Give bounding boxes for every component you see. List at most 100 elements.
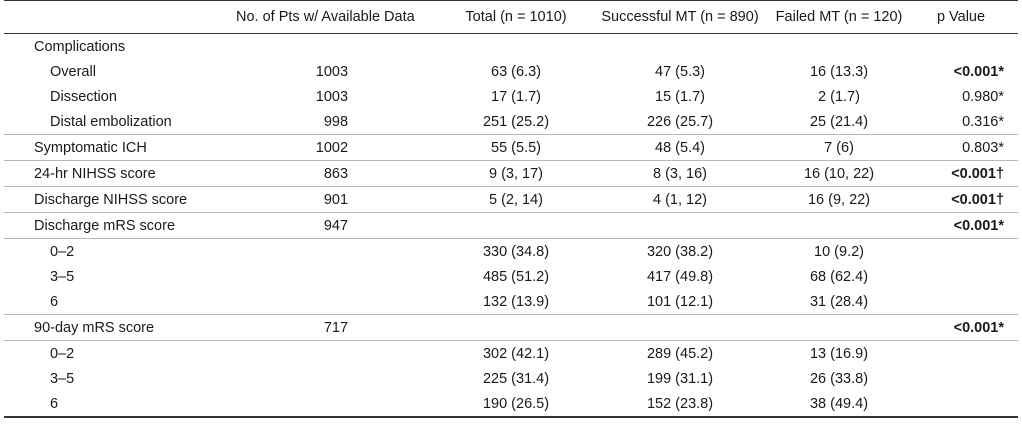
cell-total: 5 (2, 14) (489, 191, 544, 208)
row-label: 3–5 (50, 268, 75, 285)
cell-p-value (904, 341, 1018, 367)
cell-successful-mt: 4 (1, 12) (653, 191, 708, 208)
table-row: Discharge mRS score 947 <0.001* (4, 212, 1019, 239)
cell-p-value (904, 239, 1018, 265)
cell-available-data: 1003 (315, 63, 349, 80)
cell-p-value (904, 289, 1018, 315)
cell-failed-mt: 38 (49.4) (809, 395, 869, 412)
cell-available-data: 863 (323, 165, 349, 182)
cell-total (446, 34, 586, 60)
cell-successful-mt: 152 (23.8) (646, 395, 714, 412)
cell-successful-mt: 199 (31.1) (646, 370, 714, 387)
cell-failed-mt: 16 (10, 22) (803, 165, 875, 182)
row-label: Discharge NIHSS score (34, 191, 188, 208)
cell-p-value (904, 264, 1018, 289)
table-body: Complications Overall 1003 63 (6.3) 47 (5.3)… (4, 34, 1019, 417)
table-row: 0–2 330 (34.8) 320 (38.2) 10 (9.2) (4, 238, 1019, 265)
header-total: Total (n = 1010) (465, 9, 567, 25)
cell-failed-mt: 25 (21.4) (809, 113, 869, 130)
cell-p-value: 0.316* (962, 113, 1005, 130)
row-label: 0–2 (50, 345, 75, 362)
table-row: 6 132 (13.9) 101 (12.1) 31 (28.4) (4, 289, 1018, 315)
cell-successful-mt: 47 (5.3) (655, 63, 705, 80)
cell-available-data (236, 341, 446, 367)
row-label: Complications (34, 38, 126, 55)
cell-failed-mt (774, 34, 904, 60)
table-row: Symptomatic ICH 1002 55 (5.5) 48 (5.4) 7 (6)… (4, 134, 1019, 161)
row-label: Discharge mRS score (34, 217, 176, 234)
table-row: Discharge NIHSS score 901 5 (2, 14) 4 (1, 1… (4, 186, 1019, 213)
cell-successful-mt: 15 (1.7) (655, 88, 705, 105)
cell-failed-mt: 31 (28.4) (809, 293, 869, 310)
cell-p-value: <0.001* (953, 217, 1005, 234)
cell-total (446, 315, 586, 341)
row-label: Dissection (50, 88, 117, 105)
header-successful-mt: Successful MT (n = 890) (601, 9, 759, 25)
cell-successful-mt: 8 (3, 16) (653, 165, 708, 182)
cell-successful-mt: 48 (5.4) (655, 139, 705, 156)
cell-available-data: 1003 (315, 88, 349, 105)
row-label: 6 (50, 293, 59, 310)
cell-total: 302 (42.1) (482, 345, 550, 362)
cell-total: 330 (34.8) (482, 243, 550, 260)
table-row: 90-day mRS score 717 <0.001* (4, 314, 1019, 341)
cell-failed-mt: 7 (6) (824, 139, 854, 156)
cell-failed-mt: 16 (9, 22) (807, 191, 871, 208)
cell-total: 55 (5.5) (491, 139, 541, 156)
table-row: 24-hr NIHSS score 863 9 (3, 17) 8 (3, 16) 16… (4, 160, 1019, 187)
row-label: Distal embolization (50, 113, 172, 130)
table-header-row: No. of Pts w/ Available Data Total (n = … (4, 0, 1019, 34)
cell-failed-mt: 68 (62.4) (809, 268, 869, 285)
table-row: Distal embolization 998 251 (25.2) 226 (25.… (4, 109, 1018, 135)
row-label: 0–2 (50, 243, 75, 260)
cell-p-value: <0.001† (951, 191, 1005, 208)
cell-failed-mt (774, 315, 904, 341)
cell-successful-mt (586, 213, 774, 239)
row-label: Overall (50, 63, 96, 80)
cell-total: 17 (1.7) (491, 88, 541, 105)
cell-total: 251 (25.2) (482, 113, 550, 130)
table-row: 0–2 302 (42.1) 289 (45.2) 13 (16.9) (4, 340, 1019, 367)
cell-failed-mt (774, 213, 904, 239)
cell-successful-mt: 289 (45.2) (646, 345, 714, 362)
cell-available-data: 901 (323, 191, 349, 208)
row-label: Symptomatic ICH (34, 139, 147, 156)
cell-p-value: <0.001† (951, 165, 1005, 182)
cell-failed-mt: 13 (16.9) (809, 345, 869, 362)
cell-p-value (904, 391, 1018, 417)
cell-successful-mt: 226 (25.7) (646, 113, 714, 130)
table-row: Complications (4, 34, 1018, 60)
cell-failed-mt: 10 (9.2) (814, 243, 864, 260)
outcomes-table: No. of Pts w/ Available Data Total (n = … (4, 0, 1019, 418)
cell-total (446, 213, 586, 239)
cell-available-data: 998 (323, 113, 349, 130)
cell-available-data: 947 (323, 217, 349, 234)
cell-total: 9 (3, 17) (489, 165, 544, 182)
table-row: Overall 1003 63 (6.3) 47 (5.3) 16 (13.3) <0.0… (4, 59, 1018, 84)
cell-successful-mt (586, 315, 774, 341)
cell-failed-mt: 26 (33.8) (809, 370, 869, 387)
cell-failed-mt: 2 (1.7) (818, 88, 860, 105)
table-row: 3–5 225 (31.4) 199 (31.1) 26 (33.8) (4, 366, 1018, 391)
cell-available-data (236, 34, 446, 60)
cell-available-data: 717 (323, 319, 349, 336)
cell-p-value: 0.803* (962, 139, 1005, 156)
cell-p-value: <0.001* (953, 319, 1005, 336)
cell-available-data (236, 264, 446, 289)
cell-total: 190 (26.5) (482, 395, 550, 412)
cell-successful-mt: 320 (38.2) (646, 243, 714, 260)
cell-available-data (236, 391, 446, 417)
cell-p-value: <0.001* (953, 63, 1005, 80)
cell-successful-mt (586, 34, 774, 60)
cell-successful-mt: 417 (49.8) (646, 268, 714, 285)
cell-total: 63 (6.3) (491, 63, 541, 80)
cell-total: 485 (51.2) (482, 268, 550, 285)
cell-successful-mt: 101 (12.1) (646, 293, 714, 310)
table-row: 6 190 (26.5) 152 (23.8) 38 (49.4) (4, 391, 1019, 417)
row-label: 3–5 (50, 370, 75, 387)
cell-available-data (236, 289, 446, 315)
cell-available-data: 1002 (315, 139, 349, 156)
cell-p-value (904, 366, 1018, 391)
row-label: 6 (50, 395, 59, 412)
cell-total: 132 (13.9) (482, 293, 550, 310)
